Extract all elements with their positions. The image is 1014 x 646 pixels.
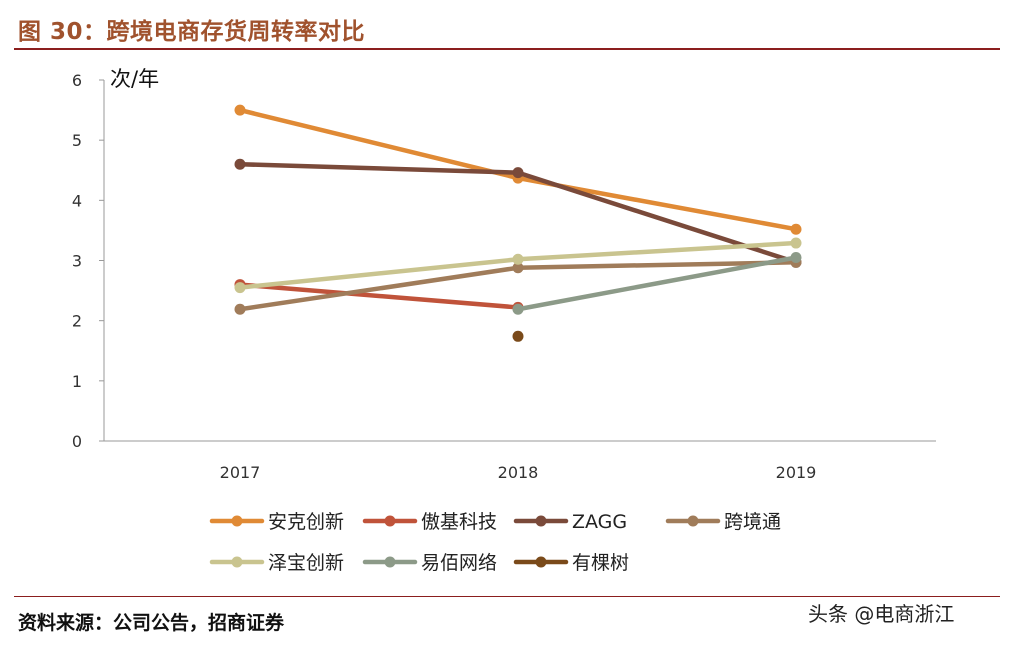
data-point bbox=[790, 223, 802, 235]
y-tick-label: 5 bbox=[72, 131, 82, 150]
series-ZAGG bbox=[234, 158, 802, 268]
x-tick-label: 2019 bbox=[776, 463, 817, 482]
data-point bbox=[512, 262, 524, 274]
y-tick-label: 4 bbox=[72, 191, 82, 210]
figure-title: 图 30：跨境电商存货周转率对比 bbox=[18, 19, 366, 45]
legend-swatch-marker bbox=[535, 515, 547, 527]
data-point bbox=[234, 282, 246, 294]
footer-divider bbox=[14, 596, 1000, 597]
y-tick-label: 0 bbox=[72, 432, 82, 451]
y-tick-label: 3 bbox=[72, 252, 82, 271]
x-tick-label: 2017 bbox=[220, 463, 261, 482]
data-point bbox=[512, 330, 524, 342]
legend-label: 有棵树 bbox=[572, 552, 629, 574]
title-divider bbox=[14, 48, 1000, 50]
data-point bbox=[790, 237, 802, 249]
x-tick-labels: 2017 2018 2019 bbox=[220, 463, 817, 482]
legend-label: 跨境通 bbox=[724, 511, 781, 533]
series-line bbox=[237, 282, 521, 310]
data-point bbox=[512, 253, 524, 265]
line-chart: 次/年 0 1 2 3 4 5 6 2017 2018 2019 安克创新 傲基科技 ZAGG 跨境通… bbox=[72, 67, 936, 574]
legend-label: ZAGG bbox=[572, 511, 627, 533]
legend-swatch-marker bbox=[231, 556, 243, 568]
series-有棵树 bbox=[512, 330, 524, 342]
series-泽宝创新 bbox=[234, 237, 802, 294]
y-tick-label: 2 bbox=[72, 312, 82, 331]
y-tick-labels: 0 1 2 3 4 5 6 bbox=[72, 71, 104, 451]
legend-label: 易佰网络 bbox=[421, 552, 497, 574]
legend-item: 有棵树 bbox=[513, 552, 629, 574]
legend-label: 安克创新 bbox=[268, 511, 344, 533]
legend-swatch-marker bbox=[535, 556, 547, 568]
y-axis-unit-label: 次/年 bbox=[110, 67, 159, 91]
legend-item: ZAGG bbox=[513, 511, 627, 533]
series-layer bbox=[234, 104, 802, 342]
series-易佰网络 bbox=[512, 251, 802, 315]
legend-swatch-marker bbox=[687, 515, 699, 527]
data-point bbox=[790, 251, 802, 263]
legend-label: 傲基科技 bbox=[421, 511, 497, 533]
data-point bbox=[512, 167, 524, 179]
legend-swatch-marker bbox=[384, 556, 396, 568]
y-tick-label: 6 bbox=[72, 71, 82, 90]
data-point bbox=[512, 303, 524, 315]
legend-label: 泽宝创新 bbox=[268, 552, 344, 574]
legend-item: 泽宝创新 bbox=[209, 552, 344, 574]
watermark: 头条 @电商浙江 bbox=[808, 602, 955, 626]
legend-swatch-marker bbox=[231, 515, 243, 527]
source-note: 资料来源：公司公告，招商证券 bbox=[18, 612, 285, 634]
legend-item: 安克创新 bbox=[209, 511, 344, 533]
legend-item: 跨境通 bbox=[665, 511, 781, 533]
data-point bbox=[234, 158, 246, 170]
series-line bbox=[515, 255, 799, 312]
data-point bbox=[234, 104, 246, 116]
y-tick-label: 1 bbox=[72, 372, 82, 391]
data-point bbox=[234, 303, 246, 315]
legend-item: 傲基科技 bbox=[362, 511, 497, 533]
legend-swatch-marker bbox=[384, 515, 396, 527]
x-tick-label: 2018 bbox=[498, 463, 539, 482]
legend-item: 易佰网络 bbox=[362, 552, 497, 574]
